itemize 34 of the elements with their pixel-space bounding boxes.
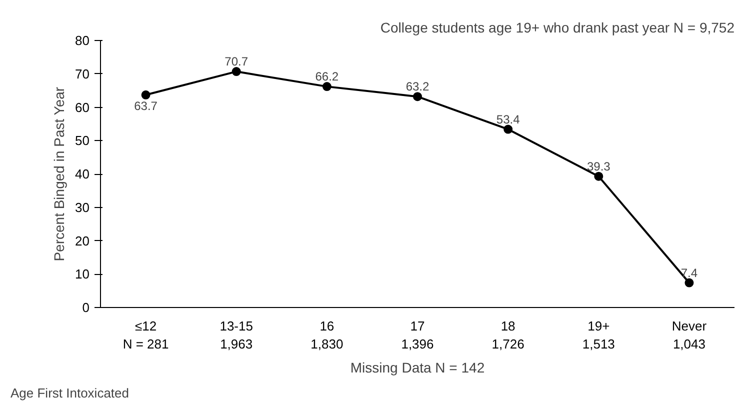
point bbox=[413, 92, 422, 102]
y-tick-label: 40 bbox=[75, 166, 90, 182]
y-tick-label: 0 bbox=[82, 300, 90, 315]
y-axis-title: Percent Binged in Past Year bbox=[51, 86, 68, 262]
data-label: 7.4 bbox=[680, 266, 698, 280]
y-tick-label: 30 bbox=[75, 200, 90, 215]
y-tick-label: 50 bbox=[75, 133, 90, 148]
point bbox=[232, 67, 241, 76]
text: Age First Intoxicated bbox=[10, 386, 129, 400]
data-label: 63.2 bbox=[406, 80, 430, 94]
y-tick-label: 20 bbox=[75, 233, 90, 248]
x-tick-label: 13-15 1,963 bbox=[220, 318, 253, 352]
data-label: 70.7 bbox=[224, 54, 248, 69]
x-tick-label: 16 1,830 bbox=[310, 318, 344, 352]
point bbox=[504, 124, 513, 134]
text: College students age 19+ who drank past year N = 9,752 bbox=[380, 20, 735, 36]
point bbox=[141, 90, 150, 100]
point bbox=[322, 82, 332, 92]
x-tick-label: Never 1,043 bbox=[672, 318, 708, 352]
y-tick-label: 80 bbox=[75, 33, 90, 48]
x-tick-label: ≤12 N = 281 bbox=[122, 318, 169, 352]
point bbox=[684, 278, 694, 288]
data-label: 39.3 bbox=[586, 159, 611, 174]
point bbox=[594, 172, 604, 181]
y-tick-label: 70 bbox=[75, 66, 90, 82]
x-tick-label: 18 1,726 bbox=[492, 318, 524, 352]
y-tick-label: 10 bbox=[75, 266, 90, 282]
x-axis-title: Missing Data N = 142 bbox=[350, 360, 485, 376]
data-label: 53.4 bbox=[496, 112, 520, 126]
y-tick-label: 60 bbox=[75, 100, 90, 115]
data-label: 63.7 bbox=[134, 98, 158, 113]
x-tick-label: 17 1,396 bbox=[401, 318, 434, 352]
data-label: 66.2 bbox=[315, 70, 339, 84]
x-tick-label: 19+ 1,513 bbox=[582, 318, 615, 352]
